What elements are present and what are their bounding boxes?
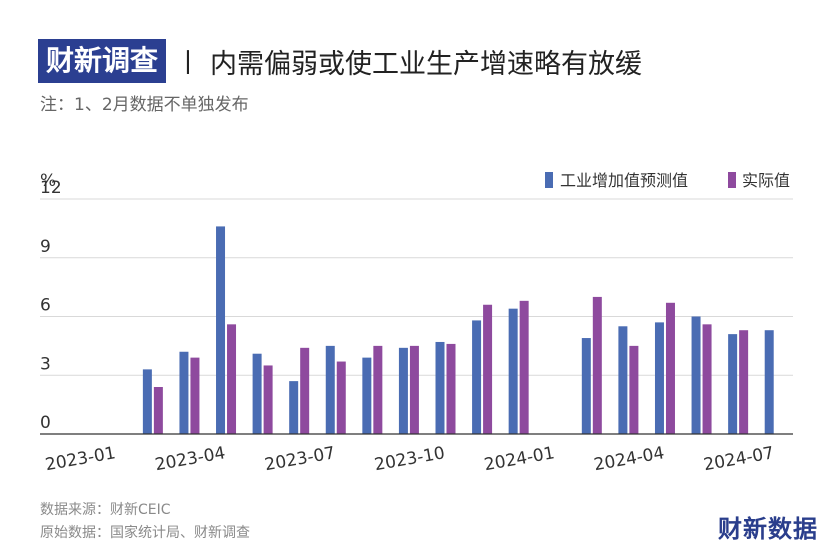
bar-forecast <box>764 330 774 434</box>
bar-actual <box>373 345 383 434</box>
chart-note: 注：1、2月数据不单独发布 <box>40 95 249 115</box>
bar-forecast <box>472 320 482 434</box>
x-tick-label: 2023-07 <box>263 443 336 475</box>
bar-forecast <box>142 369 152 434</box>
bar-forecast <box>398 347 408 434</box>
bar-actual <box>153 387 163 434</box>
bar-forecast <box>362 357 372 434</box>
bar-forecast <box>508 308 518 434</box>
bar-actual <box>227 324 237 434</box>
bar-actual <box>336 361 346 434</box>
raw-data-source: 原始数据：国家统计局、财新调查 <box>40 525 250 541</box>
y-tick-label: 6 <box>40 296 51 316</box>
y-tick-label: 12 <box>40 178 62 198</box>
x-tick-label: 2023-01 <box>44 443 117 475</box>
data-source: 数据来源：财新CEIC <box>40 502 171 518</box>
chart-header: 财新调查 丨 内需偏弱或使工业生产增速略有放缓 <box>38 38 642 84</box>
bar-actual <box>300 347 310 434</box>
bar-actual <box>409 345 419 434</box>
chart-title: 内需偏弱或使工业生产增速略有放缓 <box>210 48 643 80</box>
bar-actual <box>592 296 602 434</box>
bar-actual <box>446 343 456 434</box>
bar-forecast <box>252 353 262 434</box>
y-tick-label: 0 <box>40 413 51 433</box>
bar-actual <box>483 304 493 434</box>
legend-label-forecast: 工业增加值预测值 <box>560 171 688 190</box>
bar-actual <box>263 365 273 434</box>
legend-label-actual: 实际值 <box>742 171 790 190</box>
bar-actual <box>190 357 200 434</box>
bar-forecast <box>216 226 226 434</box>
y-tick-label: 9 <box>40 237 51 257</box>
bar-actual <box>665 302 675 434</box>
x-tick-label: 2024-07 <box>702 443 775 475</box>
legend-swatch-forecast <box>545 172 553 188</box>
bar-forecast <box>618 326 628 434</box>
bar-forecast <box>289 381 299 434</box>
x-tick-label: 2023-10 <box>373 443 446 475</box>
bar-actual <box>702 324 712 434</box>
bar-forecast <box>581 338 591 434</box>
x-tick-label: 2023-04 <box>153 443 226 475</box>
bar-forecast <box>179 351 189 434</box>
bar-forecast <box>435 341 445 434</box>
bar-actual <box>519 300 529 434</box>
bar-forecast <box>691 316 701 434</box>
bar-forecast <box>325 345 335 434</box>
x-tick-label: 2024-04 <box>592 443 665 475</box>
x-tick-label: 2024-01 <box>483 443 556 475</box>
bar-actual <box>629 345 639 434</box>
bar-actual <box>739 330 749 434</box>
caixin-data-logo: 财新数据 <box>718 515 818 543</box>
y-tick-label: 3 <box>40 354 51 374</box>
legend-swatch-actual <box>728 172 736 188</box>
y-unit-label: % <box>40 171 56 191</box>
title-separator: 丨 <box>175 48 202 79</box>
bar-forecast <box>728 334 738 434</box>
bar-forecast <box>654 322 664 434</box>
brand-tag: 财新调查 <box>38 39 167 83</box>
